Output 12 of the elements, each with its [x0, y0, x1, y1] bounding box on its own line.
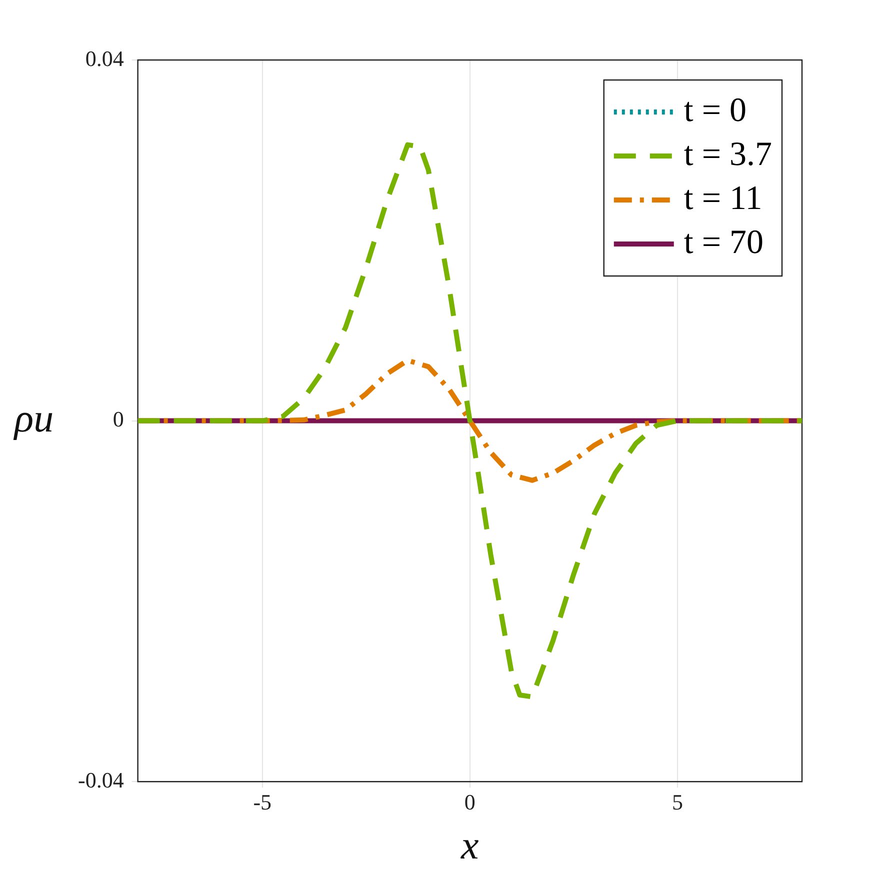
y-tick-label: -0.04 [78, 767, 124, 792]
legend-label: t = 11 [684, 180, 762, 217]
legend-label: t = 0 [684, 92, 747, 129]
legend-label: t = 3.7 [684, 136, 772, 173]
y-tick-label: 0.04 [85, 46, 124, 71]
x-axis-title: x [460, 822, 480, 868]
x-tick-label: 5 [672, 790, 683, 815]
y-axis-title: ρu [12, 395, 54, 440]
y-tick-label: 0 [112, 406, 124, 432]
legend-label: t = 70 [684, 224, 764, 261]
x-tick-label: -5 [253, 790, 272, 815]
x-tick-label: 0 [464, 790, 476, 815]
